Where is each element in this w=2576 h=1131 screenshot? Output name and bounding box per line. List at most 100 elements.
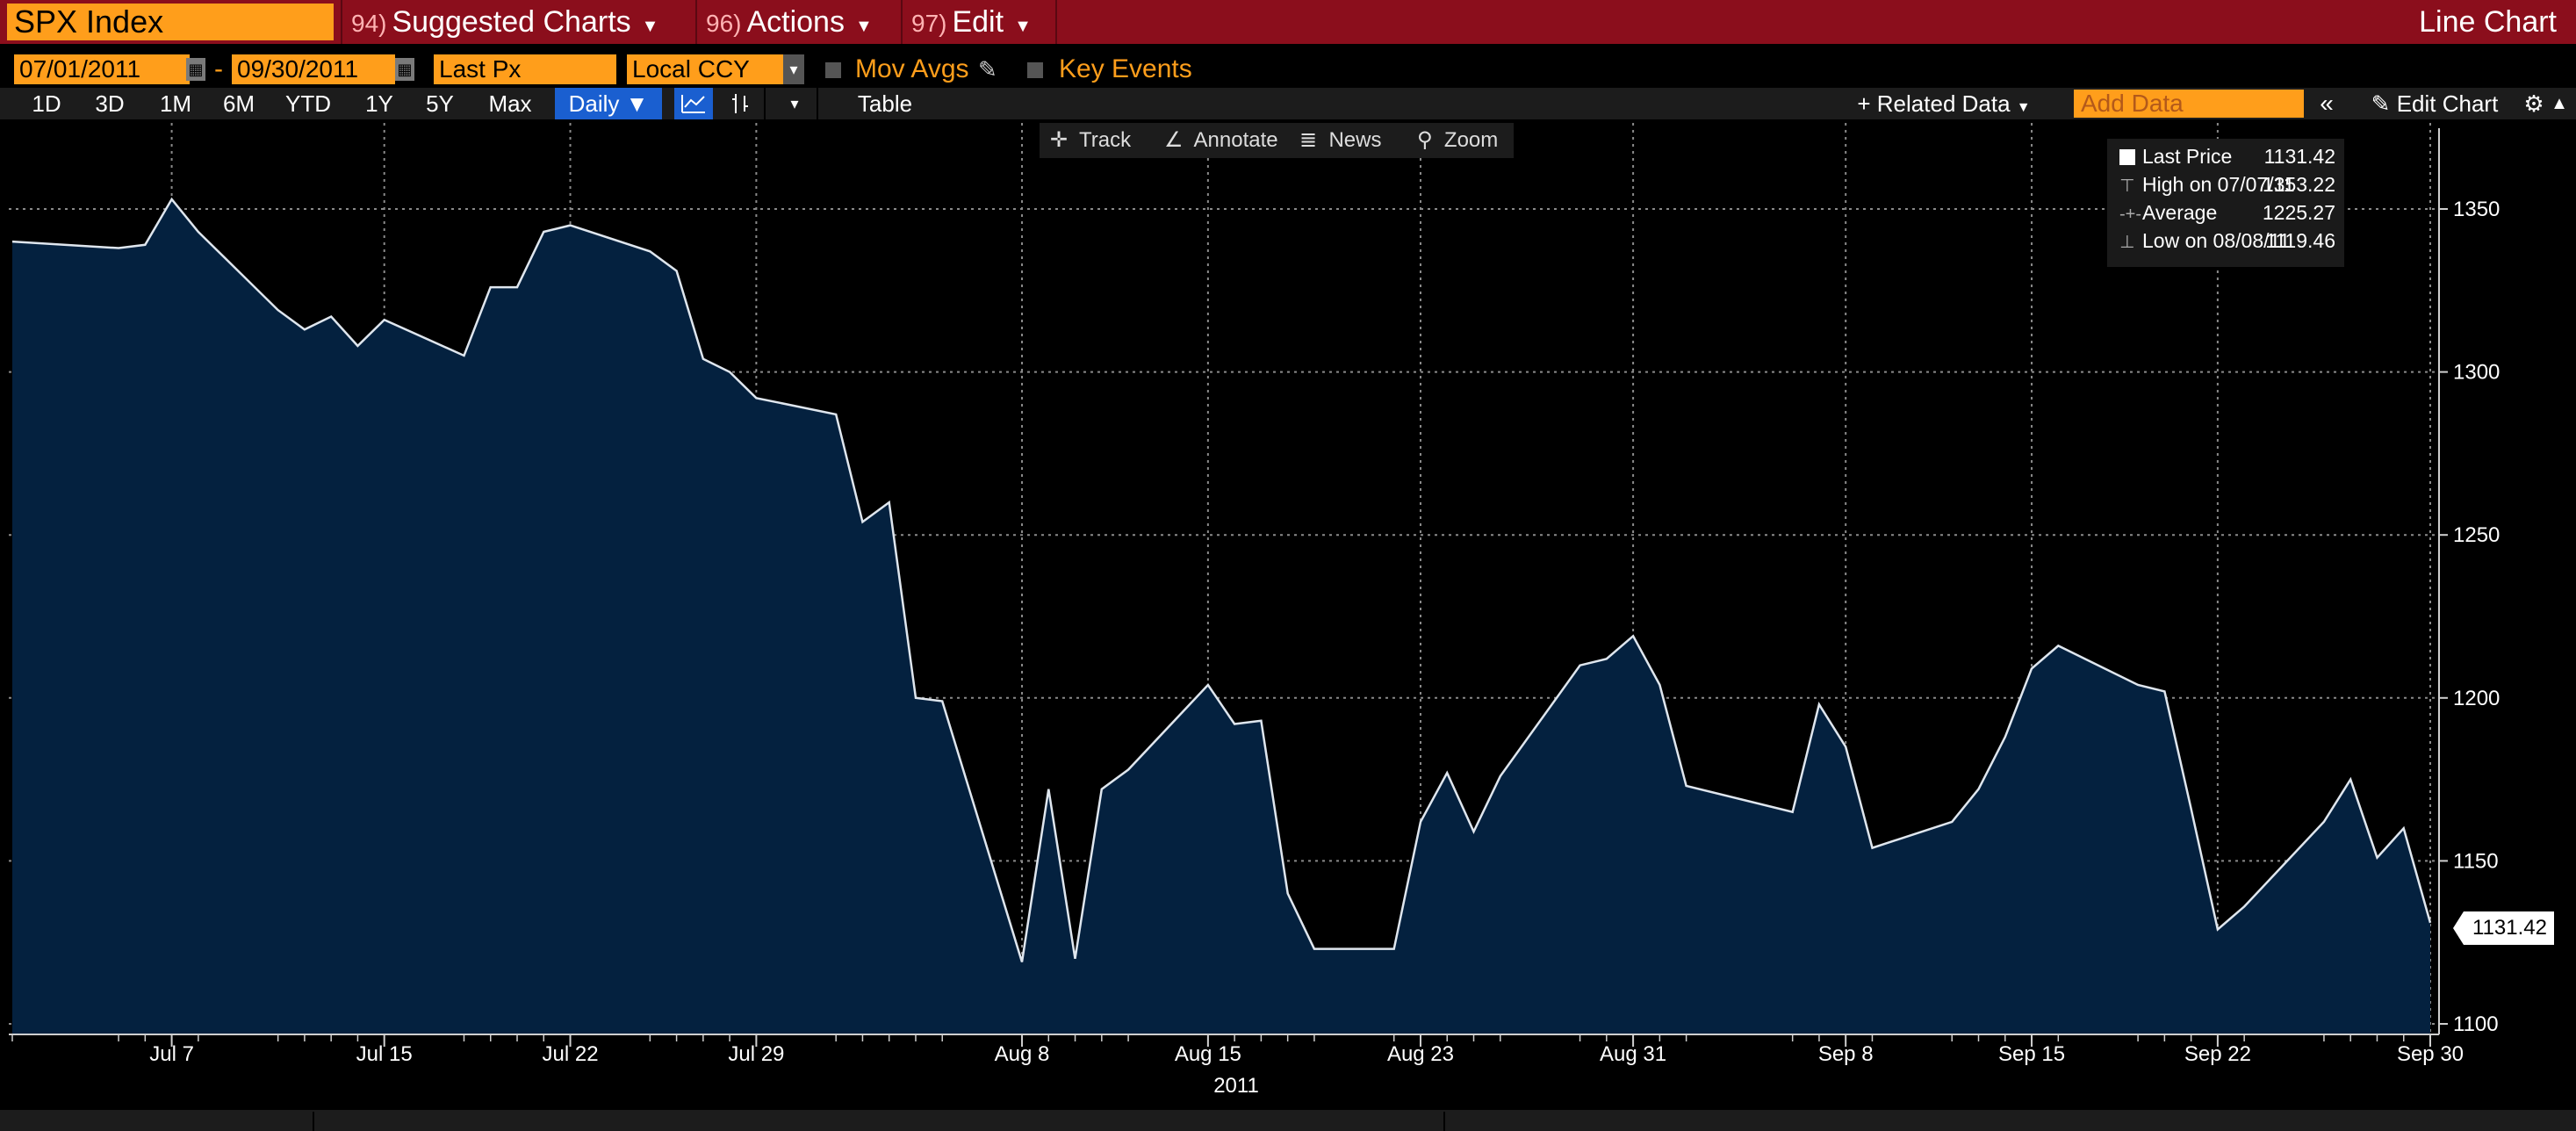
menu-number: 96) <box>706 10 742 37</box>
pencil-icon[interactable]: ✎ <box>978 56 997 83</box>
menu-label: Edit <box>952 5 1004 39</box>
menu-number: 97) <box>911 10 947 37</box>
y-tick-label: 1350 <box>2453 198 2500 221</box>
start-date-field[interactable]: 07/01/2011 <box>14 54 190 84</box>
track-label: Track <box>1079 128 1132 152</box>
toolbar-divider <box>817 88 818 119</box>
bottom-divider <box>1443 1112 1445 1131</box>
bottom-divider <box>313 1112 314 1131</box>
x-tick-label: Jul 15 <box>356 1042 413 1066</box>
range-6m-button[interactable]: 6M <box>222 90 255 117</box>
calendar-icon[interactable]: ▦ <box>395 58 414 81</box>
suggested-charts-menu[interactable]: 94) Suggested Charts ▼ <box>341 0 692 44</box>
currency-select[interactable]: Local CCY <box>627 54 783 84</box>
y-axis: 1100 1150 1200 1250 1300 1350 <box>2438 128 2500 1036</box>
chart-type-dropdown-icon[interactable]: ▾ <box>790 95 799 112</box>
legend-label: Low on 08/08/11 <box>2142 229 2291 252</box>
caret-down-icon: ▼ <box>641 17 659 36</box>
edit-chart-button[interactable]: ✎ Edit Chart <box>2357 88 2513 119</box>
x-tick-label: Aug 31 <box>1600 1042 1666 1066</box>
range-5y-button[interactable]: 5Y <box>426 90 454 117</box>
ticker-input[interactable]: SPX Index <box>7 4 334 40</box>
legend-label: Last Price <box>2142 145 2233 168</box>
range-1d-button[interactable]: 1D <box>32 90 61 117</box>
chart-legend[interactable]: Last Price 1131.42 ⊤ High on 07/07/11 135… <box>2107 139 2344 267</box>
caret-up-icon[interactable]: ▲ <box>2551 94 2568 113</box>
parameter-row: 07/01/2011 ▦ - 09/30/2011 ▦ Last Px Loca… <box>0 51 2576 88</box>
menu-number: 94) <box>351 10 387 37</box>
legend-swatch-icon <box>2119 144 2135 172</box>
title-bar: SPX Index 94) Suggested Charts ▼ 96) Action… <box>0 0 2576 44</box>
x-tick-label: Sep 30 <box>2397 1042 2464 1066</box>
gear-icon[interactable]: ⚙ <box>2523 90 2544 117</box>
legend-value: 1353.22 <box>2262 173 2335 196</box>
x-tick-label: Aug 8 <box>995 1042 1050 1066</box>
low-marker-icon: ⊥ <box>2119 233 2135 252</box>
toolbar-divider <box>764 88 766 119</box>
zoom-tool[interactable]: ⚲ Zoom <box>1417 123 1498 158</box>
last-price-tag: 1131.42 <box>2453 911 2554 945</box>
line-chart-icon-glyph <box>681 95 705 113</box>
legend-label: High on 07/07/11 <box>2142 173 2295 196</box>
edit-menu[interactable]: 97) Edit ▼ <box>901 0 1055 44</box>
menu-label: Actions <box>746 5 845 39</box>
range-1y-button[interactable]: 1Y <box>365 90 393 117</box>
caret-down-icon: ▼ <box>1014 17 1032 36</box>
chart-tools-strip: ✛ Track ∠ Annotate ≣ News ⚲ Zoom <box>1040 123 1514 158</box>
period-select[interactable]: Daily ▼ <box>555 88 662 119</box>
price-field-select[interactable]: Last Px <box>434 54 616 84</box>
related-data-button[interactable]: + Related Data ▼ <box>1840 88 2047 119</box>
x-tick-label: Aug 23 <box>1387 1042 1454 1066</box>
bottom-panel-strip <box>0 1110 2576 1131</box>
chart-toolbar: 1D 3D 1M 6M YTD 1Y 5Y Max Daily ▼ ▾ Tabl… <box>0 88 2576 119</box>
x-axis-year-label: 2011 <box>1213 1074 1259 1098</box>
line-chart-icon[interactable] <box>674 88 713 119</box>
chevron-down-icon[interactable]: ▾ <box>783 54 804 84</box>
magnifier-icon: ⚲ <box>1417 128 1433 152</box>
table-button[interactable]: Table <box>857 90 913 117</box>
x-tick-label: Sep 22 <box>2184 1042 2251 1066</box>
chart-type-label: Line Chart <box>2419 5 2557 39</box>
range-max-button[interactable]: Max <box>488 90 532 117</box>
legend-label: Average <box>2142 201 2218 224</box>
menu-label: Suggested Charts <box>392 5 631 39</box>
average-marker-icon: -+- <box>2119 205 2141 224</box>
news-icon: ≣ <box>1299 128 1318 152</box>
legend-value: 1119.46 <box>2265 229 2335 252</box>
annotate-icon: ∠ <box>1164 128 1184 152</box>
add-data-input[interactable]: Add Data <box>2074 90 2304 118</box>
key-events-label[interactable]: Key Events <box>1059 54 1192 83</box>
edit-chart-label: Edit Chart <box>2396 90 2499 117</box>
legend-row-average: -+-Average <box>2119 198 2217 227</box>
caret-down-icon: ▼ <box>2016 100 2031 115</box>
zoom-label: Zoom <box>1443 128 1499 152</box>
range-3d-button[interactable]: 3D <box>95 90 125 117</box>
x-axis: Jul 7 Jul 15 Jul 22 Jul 29 Aug 8 Aug 15 Aug 23… <box>11 1034 2464 1066</box>
key-events-checkbox[interactable] <box>1027 62 1043 78</box>
track-tool[interactable]: ✛ Track <box>1050 123 1131 158</box>
news-tool[interactable]: ≣ News <box>1299 123 1381 158</box>
pencil-icon: ✎ <box>2371 90 2391 117</box>
related-data-label: + Related Data <box>1857 90 2011 117</box>
mov-avgs-checkbox[interactable] <box>825 62 841 78</box>
end-date-field[interactable]: 09/30/2011 <box>232 54 395 84</box>
y-tick-label: 1150 <box>2453 849 2499 873</box>
annotate-label: Annotate <box>1193 128 1278 152</box>
range-ytd-button[interactable]: YTD <box>285 90 331 117</box>
legend-row-high: ⊤ High on 07/07/11 <box>2119 170 2295 198</box>
legend-value: 1225.27 <box>2262 201 2335 224</box>
calendar-icon[interactable]: ▦ <box>186 58 205 81</box>
mov-avgs-label[interactable]: Mov Avgs <box>855 54 969 83</box>
y-tick-label: 1100 <box>2453 1012 2499 1036</box>
collapse-double-chevron-icon[interactable]: « <box>2320 90 2334 117</box>
bar-chart-icon[interactable] <box>722 88 759 119</box>
annotate-tool[interactable]: ∠ Annotate <box>1164 123 1278 158</box>
x-tick-label: Jul 29 <box>728 1042 784 1066</box>
range-1m-button[interactable]: 1M <box>159 90 192 117</box>
date-range-dash: - <box>214 54 223 83</box>
x-tick-label: Aug 15 <box>1175 1042 1241 1066</box>
crosshair-icon: ✛ <box>1050 128 1069 152</box>
actions-menu[interactable]: 96) Actions ▼ <box>695 0 897 44</box>
news-label: News <box>1328 128 1382 152</box>
